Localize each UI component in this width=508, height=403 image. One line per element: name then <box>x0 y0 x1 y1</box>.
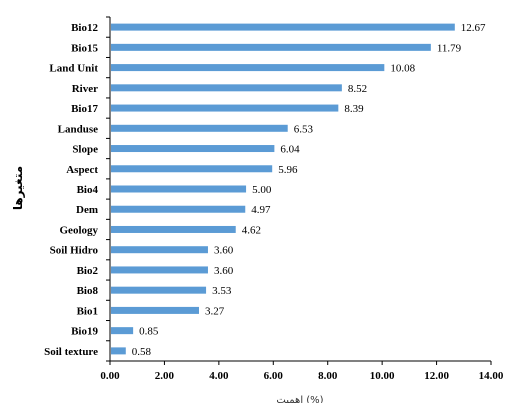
bar <box>111 286 207 294</box>
category-label: Land Unit <box>49 63 98 75</box>
data-label: 3.27 <box>205 305 225 317</box>
y-axis-title: متغیرها <box>11 166 25 210</box>
bar <box>111 124 288 132</box>
category-label: River <box>72 83 98 95</box>
data-label: 8.52 <box>348 83 367 95</box>
bar <box>111 347 126 355</box>
data-label: 5.96 <box>278 164 298 176</box>
category-label: Geology <box>60 224 99 236</box>
bar <box>111 104 339 112</box>
category-label: Landuse <box>58 123 98 135</box>
bar <box>111 205 246 213</box>
data-label: 6.04 <box>280 144 300 156</box>
category-label: Bio19 <box>71 326 98 338</box>
data-label: 10.08 <box>390 63 415 75</box>
bars-group: Bio12 12.67 Bio15 11.79 Land Unit 10.08 River 8… <box>44 22 486 358</box>
data-label: 4.62 <box>242 224 261 236</box>
bar <box>111 185 247 193</box>
x-tick-label: 6.00 <box>264 370 284 382</box>
data-label: 3.60 <box>214 265 234 277</box>
x-tick-label: 10.00 <box>370 370 395 382</box>
bar <box>111 64 385 72</box>
category-label: Dem <box>76 204 98 216</box>
data-label: 11.79 <box>437 42 462 54</box>
bar <box>111 43 431 51</box>
x-tick-label: 2.00 <box>155 370 175 382</box>
category-label: Bio2 <box>77 265 99 277</box>
category-label: Bio1 <box>77 305 98 317</box>
data-label: 3.53 <box>212 285 232 297</box>
x-tick-label: 4.00 <box>209 370 229 382</box>
category-label: Bio15 <box>71 42 98 54</box>
bar <box>111 23 455 31</box>
x-tick-label: 12.00 <box>424 370 449 382</box>
data-label: 12.67 <box>461 22 486 34</box>
x-tick-label: 8.00 <box>318 370 338 382</box>
bar <box>111 225 236 233</box>
data-label: 6.53 <box>294 123 314 135</box>
bar <box>111 306 199 314</box>
data-label: 3.60 <box>214 245 234 257</box>
x-tick-label: 0.00 <box>100 370 120 382</box>
bar <box>111 165 273 173</box>
category-label: Soil Hidro <box>50 245 99 257</box>
axes-group: 0.00 2.00 4.00 6.00 8.00 10.00 12.00 14.00 <box>100 16 504 382</box>
bar <box>111 266 208 274</box>
data-label: 4.97 <box>251 204 271 216</box>
bar <box>111 246 208 254</box>
category-label: Slope <box>72 144 98 156</box>
data-label: 5.00 <box>252 184 272 196</box>
category-label: Bio12 <box>71 22 98 34</box>
category-label: Bio17 <box>71 103 98 115</box>
x-axis-title: اهمیت (%) <box>276 395 323 403</box>
x-tick-label: 14.00 <box>479 370 504 382</box>
data-label: 0.85 <box>139 326 159 338</box>
data-label: 0.58 <box>132 346 152 358</box>
category-label: Bio4 <box>77 184 99 196</box>
bar <box>111 145 275 153</box>
bar <box>111 84 342 92</box>
category-label: Bio8 <box>77 285 99 297</box>
category-label: Soil texture <box>44 346 98 358</box>
data-label: 8.39 <box>344 103 364 115</box>
category-label: Aspect <box>66 164 98 176</box>
bar <box>111 327 134 335</box>
